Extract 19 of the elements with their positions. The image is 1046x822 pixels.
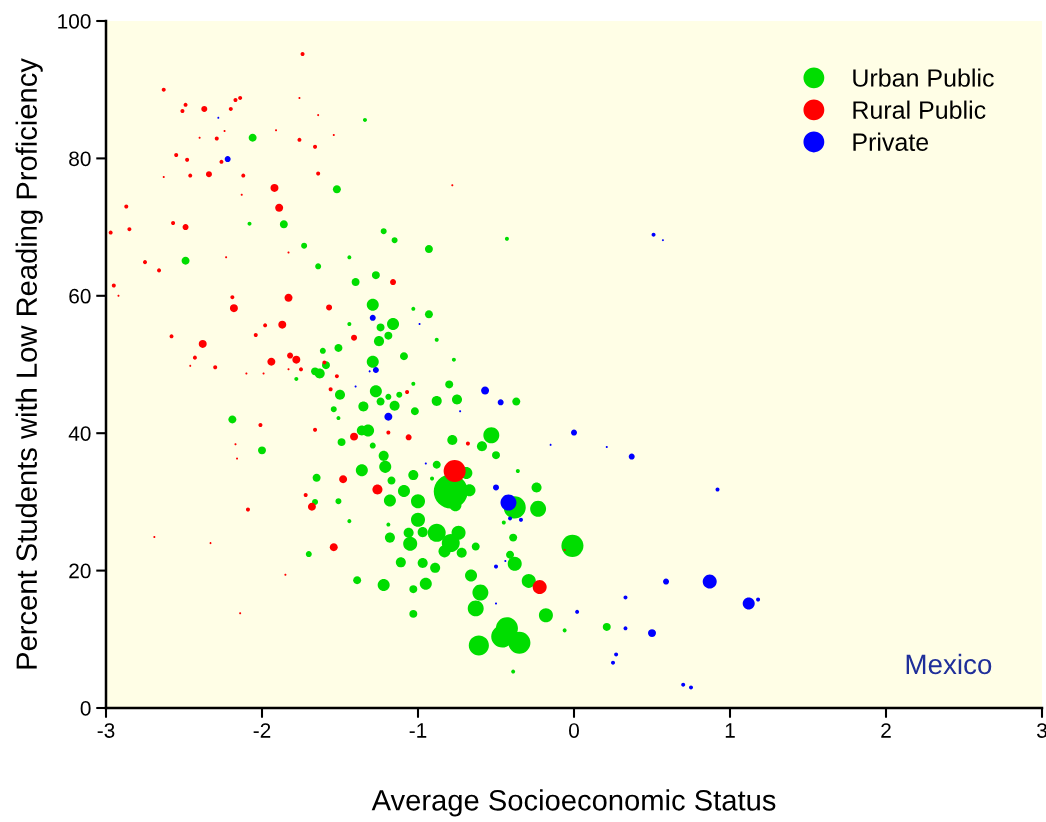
y-tick-label: 100 xyxy=(58,14,91,29)
x-tick-label: 3 xyxy=(1037,723,1046,738)
y-tick-label: 20 xyxy=(69,563,91,579)
x-tick-label: 2 xyxy=(881,723,891,738)
x-tick-label: -3 xyxy=(97,723,115,738)
x-axis-title: Average Socioeconomic Status xyxy=(371,789,776,817)
x-tick-label: 1 xyxy=(725,723,735,738)
y-tick-label: 60 xyxy=(69,288,91,304)
legend-label: Private xyxy=(853,132,929,151)
x-tick-label: 0 xyxy=(569,723,579,738)
x-tick-label: -2 xyxy=(253,723,271,738)
y-tick-label: 80 xyxy=(69,151,91,167)
y-tick-label: 0 xyxy=(80,701,91,716)
legend-label: Rural Public xyxy=(853,100,986,119)
legend-label: Urban Public xyxy=(853,68,994,87)
x-tick-label: -1 xyxy=(409,723,427,738)
annotation: Mexico xyxy=(906,653,992,675)
y-axis-title: Percent Students with Low Reading Proficiency xyxy=(15,58,43,669)
y-tick-label: 40 xyxy=(68,426,91,441)
